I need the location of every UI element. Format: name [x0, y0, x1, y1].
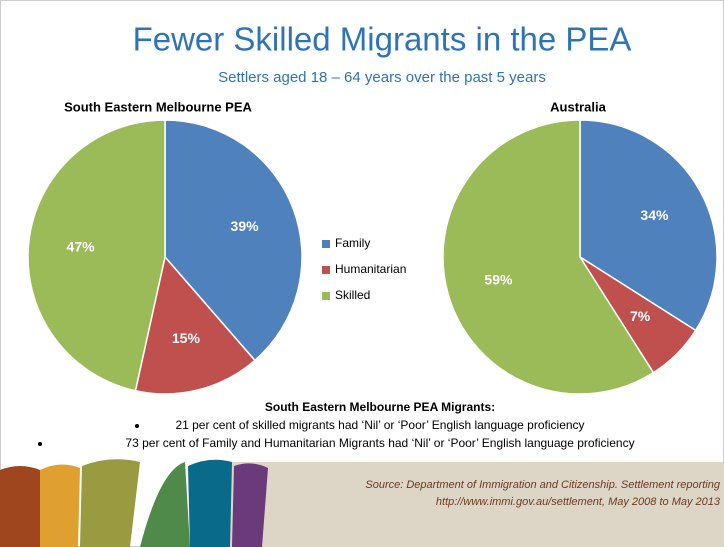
stripe	[232, 463, 268, 547]
legend-swatch	[322, 240, 330, 248]
notes-heading: South Eastern Melbourne PEA Migrants:	[265, 400, 495, 414]
pie-slice	[579, 119, 718, 332]
source-text: Source: Department of Immigration and Ci…	[365, 479, 720, 491]
note-bullet: 21 per cent of skilled migrants had ‘Nil…	[175, 418, 584, 432]
decoration	[0, 459, 268, 547]
data-label: 39%	[231, 218, 260, 234]
slide-subtitle: Settlers aged 18 – 64 years over the pas…	[218, 69, 546, 86]
stripe	[0, 466, 40, 547]
legend-label: Humanitarian	[335, 262, 406, 276]
source-band	[230, 462, 724, 547]
pie-slice	[164, 119, 303, 362]
pie-slice	[134, 255, 256, 395]
data-label: 47%	[67, 238, 96, 254]
legend-label: Family	[335, 236, 370, 250]
legend-swatch	[322, 266, 330, 274]
legend-label: Skilled	[335, 288, 370, 302]
stripe	[140, 462, 190, 547]
bullet-dot	[38, 442, 42, 446]
data-label: 34%	[640, 207, 669, 223]
legend-swatch	[322, 292, 330, 300]
slide-title: Fewer Skilled Migrants in the PEA	[133, 21, 632, 58]
data-label: 15%	[172, 330, 201, 346]
stripe	[80, 459, 140, 547]
notes: South Eastern Melbourne PEA Migrants: 21…	[38, 400, 635, 450]
note-bullet: 73 per cent of Family and Humanitarian M…	[125, 436, 634, 450]
data-label: 59%	[484, 271, 513, 287]
stripe	[188, 459, 232, 547]
pie-slice	[442, 119, 655, 395]
bullet-dot	[135, 424, 139, 428]
data-label: 7%	[630, 308, 651, 324]
stripe	[40, 464, 80, 547]
source-text: http://www.immi.gov.au/settlement, May 2…	[436, 496, 721, 508]
pie-slice	[27, 119, 166, 392]
pie-title: South Eastern Melbourne PEA	[64, 99, 252, 114]
pie-title: Australia	[550, 99, 606, 114]
